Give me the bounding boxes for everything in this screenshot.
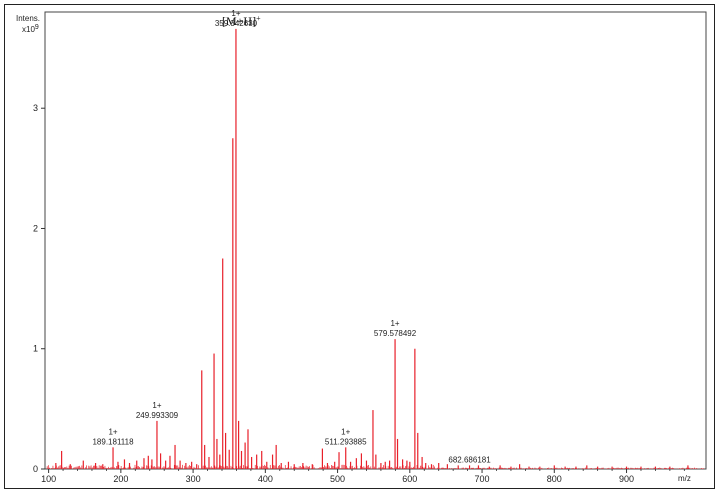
peak-charge-label: 1+ <box>341 427 350 436</box>
peak-mz-label: 511.293885 <box>325 437 367 446</box>
y-tick-label: 1 <box>33 344 38 354</box>
peak-mz-label: 579.578492 <box>374 329 417 338</box>
peak-charge-label: 1+ <box>231 9 240 18</box>
x-axis-label: m/z <box>678 474 691 483</box>
plot-area <box>44 11 707 470</box>
molecular-ion-label: [M+H]+ <box>222 14 261 28</box>
axes: 100 200 300 400 500 600 700 800 900 0 1 2 3 <box>33 103 685 484</box>
plot-border <box>44 11 707 470</box>
peak-mz-label: 682.686181 <box>448 455 491 464</box>
x-tick-label: 200 <box>113 474 128 484</box>
peak-mz-label: 189.181118 <box>92 437 134 446</box>
x-tick-label: 900 <box>619 474 634 484</box>
peak-mz-label: 359.342630 <box>215 19 258 28</box>
y-tick-label: 0 <box>33 464 38 474</box>
peak-mz-label: 249.993309 <box>136 411 179 420</box>
x-tick-label: 800 <box>547 474 562 484</box>
y-tick-label: 3 <box>33 103 38 113</box>
chart-frame <box>4 4 715 489</box>
peak-series <box>55 28 689 469</box>
peak-charge-label: 1+ <box>152 401 161 410</box>
x-tick-label: 300 <box>186 474 201 484</box>
x-tick-label: 600 <box>402 474 417 484</box>
x-tick-label: 500 <box>330 474 345 484</box>
x-tick-label: 400 <box>258 474 273 484</box>
y-tick-label: 2 <box>33 223 38 233</box>
y-axis-scale: x109 <box>22 24 39 34</box>
y-axis-label: Intens. <box>16 14 40 23</box>
x-tick-label: 700 <box>475 474 490 484</box>
peak-annotations: 1+359.3426301+579.5784921+249.9933091+18… <box>92 9 491 465</box>
peak-charge-label: 1+ <box>108 427 117 436</box>
x-tick-label: 100 <box>41 474 56 484</box>
peak-charge-label: 1+ <box>390 319 399 328</box>
